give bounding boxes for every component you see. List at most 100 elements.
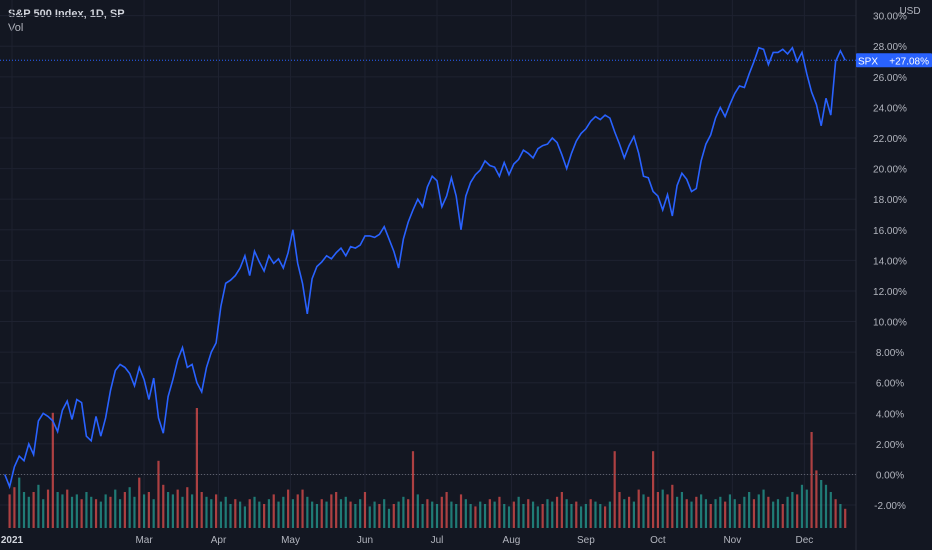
volume-bar <box>748 492 751 528</box>
volume-bar <box>603 506 607 528</box>
volume-bar <box>282 496 285 528</box>
volume-bar <box>200 492 203 528</box>
badge-value: +27.08% <box>889 56 929 67</box>
volume-bar <box>368 506 371 528</box>
volume-bar <box>335 492 338 528</box>
volume-bar <box>512 501 515 528</box>
volume-bar <box>267 499 271 528</box>
volume-bar <box>301 489 304 528</box>
volume-bar <box>90 496 93 528</box>
volume-bar <box>176 489 179 528</box>
volume-bar <box>637 489 640 528</box>
volume-bar <box>599 504 602 528</box>
volume-bar <box>94 499 98 528</box>
volume-bar <box>75 494 78 528</box>
volume-bar <box>450 501 453 528</box>
volume-bar <box>459 494 463 528</box>
volume-bar <box>824 484 828 528</box>
x-tick-label: Mar <box>135 535 153 546</box>
volume-bar <box>800 484 804 528</box>
volume-bar <box>215 494 218 528</box>
x-tick-label: Sep <box>577 535 595 546</box>
volume-bar <box>311 501 314 528</box>
volume-bar <box>488 499 491 528</box>
y-tick-label: 2.00% <box>876 440 904 451</box>
volume-bar <box>733 499 736 528</box>
volume-bar <box>618 492 621 528</box>
volume-bar <box>579 506 583 528</box>
volume-bar <box>133 496 136 528</box>
last-value-badge[interactable]: SPX +27.08% <box>856 53 932 67</box>
volume-bar <box>181 496 184 528</box>
y-tick-label: 20.00% <box>873 165 907 176</box>
y-tick-label: 8.00% <box>876 348 904 359</box>
volume-bar <box>99 501 102 528</box>
volume-bar <box>32 492 35 528</box>
volume-bar <box>56 492 59 528</box>
volume-bar <box>325 501 328 528</box>
volume-bar <box>570 504 573 528</box>
volume-bar <box>647 496 650 528</box>
x-tick-label: 2021 <box>1 535 24 546</box>
volume-bar <box>243 506 247 528</box>
volume-bar <box>445 492 448 528</box>
volume-bar <box>676 496 679 528</box>
x-tick-label: Aug <box>503 535 521 546</box>
volume-bar <box>397 501 400 528</box>
volume-bar <box>186 487 189 528</box>
y-tick-label: -2.00% <box>874 501 906 512</box>
volume-bar <box>589 499 592 528</box>
y-tick-label: 28.00% <box>873 42 907 53</box>
x-tick-label: Oct <box>650 535 666 546</box>
volume-bar <box>666 494 669 528</box>
volume-bar <box>421 504 424 528</box>
chart-title: S&P 500 Index, 1D, SP <box>8 8 125 20</box>
spx-line <box>4 46 846 490</box>
volume-bar <box>80 499 83 528</box>
x-tick-label: May <box>281 535 300 546</box>
volume-bar <box>387 508 391 528</box>
volume-bar <box>522 504 525 528</box>
volume-bar <box>205 496 208 528</box>
volume-bar <box>584 504 587 528</box>
volume-bar <box>291 499 295 528</box>
volume-bar <box>805 489 808 528</box>
volume-bar <box>234 499 237 528</box>
volume-bar <box>287 489 290 528</box>
volume-bar <box>13 487 16 528</box>
volume-bar <box>829 492 832 528</box>
y-tick-label: 14.00% <box>873 256 907 267</box>
volume-bar <box>70 496 74 528</box>
volume-bar <box>339 499 343 528</box>
x-axis: 2021 Mar Apr May Jun Jul Aug Sep Oct Nov Dec <box>1 535 813 546</box>
volume-bar <box>479 501 482 528</box>
x-tick-label: Nov <box>723 535 741 546</box>
volume-bar <box>195 408 198 528</box>
volume-bar <box>330 494 333 528</box>
volume-bar <box>772 501 775 528</box>
volume-bar <box>253 496 256 528</box>
volume-bar <box>320 499 323 528</box>
volume-bar <box>128 487 131 528</box>
volume-bar <box>661 489 664 528</box>
volume-bar <box>623 499 626 528</box>
volume-bar <box>239 501 242 528</box>
volume-bar <box>51 412 54 528</box>
volume-bar <box>527 499 530 528</box>
volume-bar <box>229 504 232 528</box>
volume-bar <box>594 501 597 528</box>
volume-bar <box>743 496 746 528</box>
volume-bar <box>22 492 26 528</box>
volume-bar <box>296 494 299 528</box>
volume-bar <box>378 504 381 528</box>
x-tick-label: Dec <box>795 535 813 546</box>
volume-bar <box>142 494 146 528</box>
volume-bar <box>724 501 727 528</box>
volume-bar <box>18 477 21 528</box>
volume-bar <box>8 494 11 528</box>
volume-bar <box>719 496 722 528</box>
volume-bar <box>402 496 405 528</box>
volume-bar <box>839 504 842 528</box>
volume-bar <box>685 499 688 528</box>
